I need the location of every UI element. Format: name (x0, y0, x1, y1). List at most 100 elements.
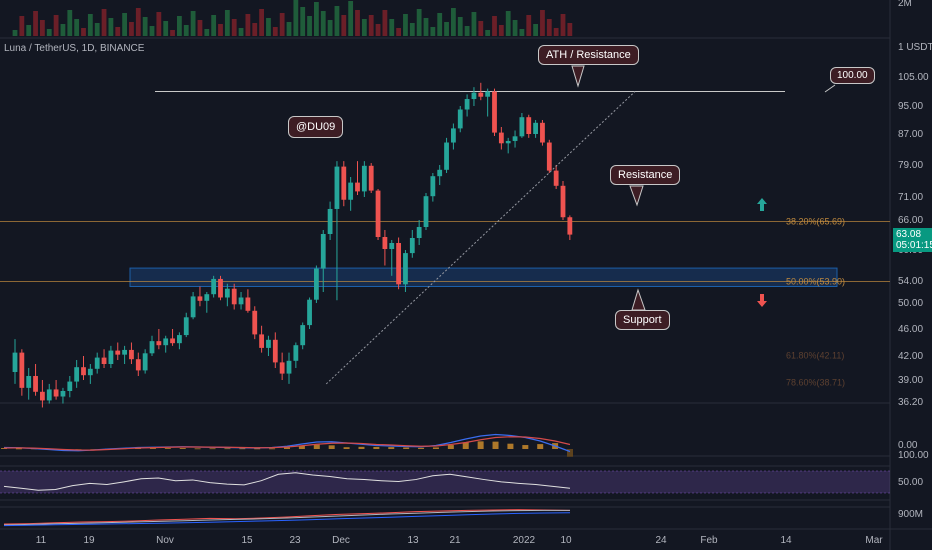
volume-bar (163, 21, 169, 36)
volume-bar (108, 18, 114, 36)
macd-histogram-bar (537, 444, 544, 449)
candle-body (478, 92, 484, 97)
macd-histogram-bar (269, 448, 276, 450)
candle-body (567, 217, 573, 235)
fib-level-label: 50.00%(53.90) (786, 277, 845, 287)
volume-bar (293, 0, 299, 36)
volume-bar (252, 23, 258, 36)
candle-body (403, 253, 408, 285)
macd-histogram-bar (254, 448, 261, 450)
candle-body (307, 299, 312, 326)
price-tick-label: 54.00 (898, 276, 923, 287)
volume-bar (471, 12, 477, 36)
candle-body (101, 357, 107, 364)
candle-body (498, 132, 504, 144)
time-tick-label: 19 (83, 535, 95, 546)
price-tick-label: 46.00 (898, 324, 923, 335)
candle-body (238, 297, 244, 305)
drawing-annotations (325, 65, 836, 385)
volume-bar (485, 30, 491, 36)
candle-body (129, 349, 134, 360)
time-tick-label: 24 (655, 535, 667, 546)
candle-body (396, 243, 401, 285)
volume-bar (190, 11, 196, 36)
volume-bar (389, 19, 395, 36)
candle-body (334, 166, 340, 209)
target-price-callout[interactable]: 100.00 (830, 67, 875, 84)
volume-bar (512, 20, 518, 36)
volume-bar (286, 22, 292, 36)
volume-bar (553, 28, 559, 36)
candle-body (464, 99, 470, 110)
candle-body (368, 165, 374, 191)
current-price-tag: 63.08 05:01:15 (893, 228, 932, 252)
candle-body (416, 227, 422, 238)
candle-body (224, 288, 230, 298)
candle-body (135, 359, 141, 371)
candle-body (361, 165, 367, 192)
volume-bar (320, 11, 326, 36)
volume-bar (33, 11, 38, 36)
candle-body (163, 338, 169, 346)
volume-bar (341, 15, 347, 36)
volume-bar (396, 28, 401, 36)
candle-body (293, 345, 299, 361)
candle-body (341, 166, 347, 200)
time-tick-label: Mar (865, 535, 883, 546)
target-callout-pointer (824, 84, 836, 93)
volume-bar (382, 10, 388, 36)
fib-level-label: 38.20%(65.69) (786, 217, 845, 227)
candle-body (170, 338, 175, 344)
macd-histogram-bar (284, 447, 290, 449)
volume-bar (238, 28, 244, 36)
candle-body (560, 185, 566, 218)
resistance-callout[interactable]: Resistance (610, 165, 681, 185)
time-tick-label: Dec (332, 535, 350, 546)
macd-histogram-bar (418, 447, 425, 449)
candle-body (190, 296, 196, 318)
candle-body (471, 92, 477, 100)
macd-histogram-bar (209, 448, 216, 450)
price-tick-label: 71.00 (898, 192, 923, 203)
macd-histogram-bar (179, 448, 186, 449)
time-tick-label: 13 (407, 535, 419, 546)
ma-axis-label: 900M (898, 509, 923, 520)
bar-countdown: 05:01:15 (896, 240, 932, 251)
trendline (325, 91, 636, 385)
volume-axis-label: 2M (898, 0, 912, 9)
macd-histogram-bar (343, 447, 350, 449)
candle-body (286, 360, 292, 374)
volume-bar (375, 24, 381, 36)
volume-bar (300, 7, 306, 36)
time-tick-label: 21 (449, 535, 461, 546)
volume-bar (74, 19, 80, 36)
time-axis[interactable]: 11 19 Nov 15 23 Dec 13 21 2022 10 24 Feb 14 Mar (36, 535, 883, 546)
volume-bar (19, 16, 25, 36)
candle-body (546, 142, 552, 171)
ath-resistance-callout[interactable]: ATH / Resistance (538, 45, 639, 65)
support-callout[interactable]: Support (615, 310, 670, 330)
candle-body (40, 391, 45, 401)
candle-body (540, 122, 545, 143)
candle-body (320, 234, 326, 269)
candle-body (122, 349, 127, 355)
candle-body (409, 238, 415, 254)
author-callout[interactable]: @DU09 (288, 116, 344, 138)
macd-histogram-bar (358, 446, 365, 449)
candle-body (53, 389, 59, 397)
candle-body (492, 91, 497, 133)
volume-bar (224, 10, 230, 36)
volume-bar (519, 29, 525, 36)
candle-body (553, 170, 559, 186)
volume-bar (177, 16, 182, 36)
price-zones: 38.20%(65.69) 50.00%(53.90) 61.80%(42.11) 7… (0, 91, 890, 387)
candle-body (348, 182, 354, 200)
price-tick-label: 105.00 (898, 72, 929, 83)
resistance-callout-pointer (629, 185, 644, 207)
volume-bar (492, 16, 497, 36)
volume-bar (368, 15, 374, 36)
down-arrow-icon (757, 294, 767, 307)
volume-bar (409, 23, 415, 36)
volume-bar (567, 23, 573, 36)
